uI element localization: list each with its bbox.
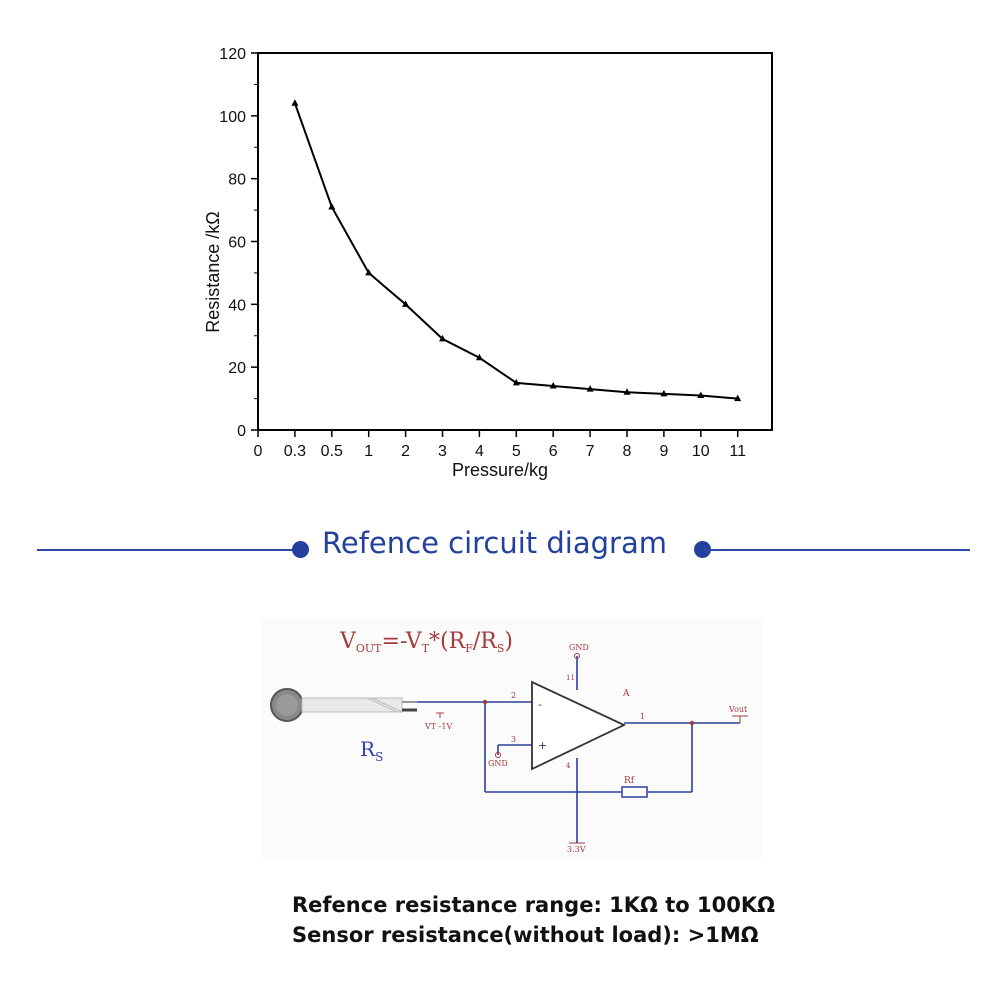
junction-dot xyxy=(689,720,695,726)
x-tick-label: 0.5 xyxy=(321,443,343,460)
sensor-resistance-note: Sensor resistance(without load): >1MΩ xyxy=(292,923,759,947)
y-tick-label: 0 xyxy=(237,423,246,440)
notes-block: Refence resistance range: 1KΩ to 100KΩ S… xyxy=(292,890,775,950)
x-tick-label: 7 xyxy=(586,443,595,460)
vt-label: VT -1V xyxy=(424,722,452,731)
divider-dot-left xyxy=(292,541,309,558)
data-point-marker xyxy=(512,378,520,386)
vt-source-icon xyxy=(436,712,444,718)
gnd-top-label: GND xyxy=(569,643,589,652)
pressure-resistance-chart: 0 20 40 60 80 100 120 0 0.3 0.5 1 2 3 4 5 6 7 8 9 10 11 Pre… xyxy=(203,46,773,480)
circuit-wires xyxy=(417,656,740,843)
series-markers xyxy=(291,99,742,402)
x-tick-label: 5 xyxy=(512,443,521,460)
y-tick-label: 120 xyxy=(219,46,246,63)
gnd-left-terminal-icon xyxy=(495,752,501,758)
data-point-marker xyxy=(549,382,557,389)
fsr-sensor-icon xyxy=(270,688,417,722)
supply-label: 3.3V xyxy=(567,845,586,854)
divider-left xyxy=(37,549,299,551)
plot-border xyxy=(257,52,773,431)
x-tick-label: 1 xyxy=(364,443,373,460)
y-tick-label: 100 xyxy=(219,109,246,126)
data-point-marker xyxy=(734,394,742,402)
data-point-marker xyxy=(697,391,705,398)
data-point-marker xyxy=(365,268,373,276)
x-tick-label: 0 xyxy=(254,443,263,460)
data-point-marker xyxy=(328,202,336,210)
pin-1: 1 xyxy=(640,712,645,721)
opamp-symbol xyxy=(531,680,627,771)
y-tick-label: 80 xyxy=(228,172,246,189)
data-point-marker xyxy=(623,388,631,395)
pin-2: 2 xyxy=(511,691,516,700)
divider-right xyxy=(704,549,970,551)
pin-3: 3 xyxy=(511,735,516,744)
plus-sign: + xyxy=(538,739,547,752)
pin-11: 11 xyxy=(566,674,575,682)
minus-sign: - xyxy=(538,698,542,711)
y-tick-label: 20 xyxy=(228,360,246,377)
x-tick-label: 2 xyxy=(401,443,410,460)
x-tick-label: 8 xyxy=(623,443,632,460)
gnd-top-terminal-icon xyxy=(574,653,580,659)
data-point-marker xyxy=(475,353,483,361)
x-tick-label: 10 xyxy=(692,443,710,460)
divider-dot-right xyxy=(694,541,711,558)
gnd-left-label: GND xyxy=(488,759,508,768)
data-point-marker xyxy=(291,99,299,106)
pin-4: 4 xyxy=(566,762,571,770)
circuit-diagram: VOUT=-VT*(RF/RS) RS - + Rf VT -1V xyxy=(262,618,762,858)
x-tick-label: 0.3 xyxy=(284,443,306,460)
y-axis-title: Resistance /kΩ xyxy=(203,211,223,333)
vout-terminal-icon xyxy=(732,715,748,723)
y-tick-label: 60 xyxy=(228,235,246,252)
x-axis-ticks: 0 0.3 0.5 1 2 3 4 5 6 7 8 9 10 11 xyxy=(254,430,746,460)
resistance-range-note: Refence resistance range: 1KΩ to 100KΩ xyxy=(292,893,775,917)
section-title: Refence circuit diagram xyxy=(322,526,667,560)
y-tick-label: 40 xyxy=(228,297,246,314)
circuit-background xyxy=(262,618,762,858)
amp-label: A xyxy=(622,689,630,699)
data-point-marker xyxy=(586,385,594,392)
plot-frame xyxy=(257,52,773,431)
y-axis-ticks: 0 20 40 60 80 100 120 xyxy=(219,46,258,440)
x-axis-title: Pressure/kg xyxy=(452,460,548,480)
x-tick-label: 3 xyxy=(438,443,447,460)
rf-label: Rf xyxy=(624,776,635,786)
rs-label: RS xyxy=(360,737,383,764)
data-point-marker xyxy=(402,300,410,307)
x-tick-label: 9 xyxy=(659,443,668,460)
series-line xyxy=(293,102,738,400)
x-tick-label: 6 xyxy=(549,443,558,460)
junction-dot xyxy=(482,699,488,705)
formula: VOUT=-VT*(RF/RS) xyxy=(339,629,513,655)
x-tick-label: 11 xyxy=(729,443,746,460)
data-point-marker xyxy=(660,389,668,397)
vout-label: Vout xyxy=(728,705,748,714)
rf-resistor-icon xyxy=(621,786,648,798)
data-point-marker xyxy=(439,334,446,342)
x-tick-label: 4 xyxy=(475,443,484,460)
